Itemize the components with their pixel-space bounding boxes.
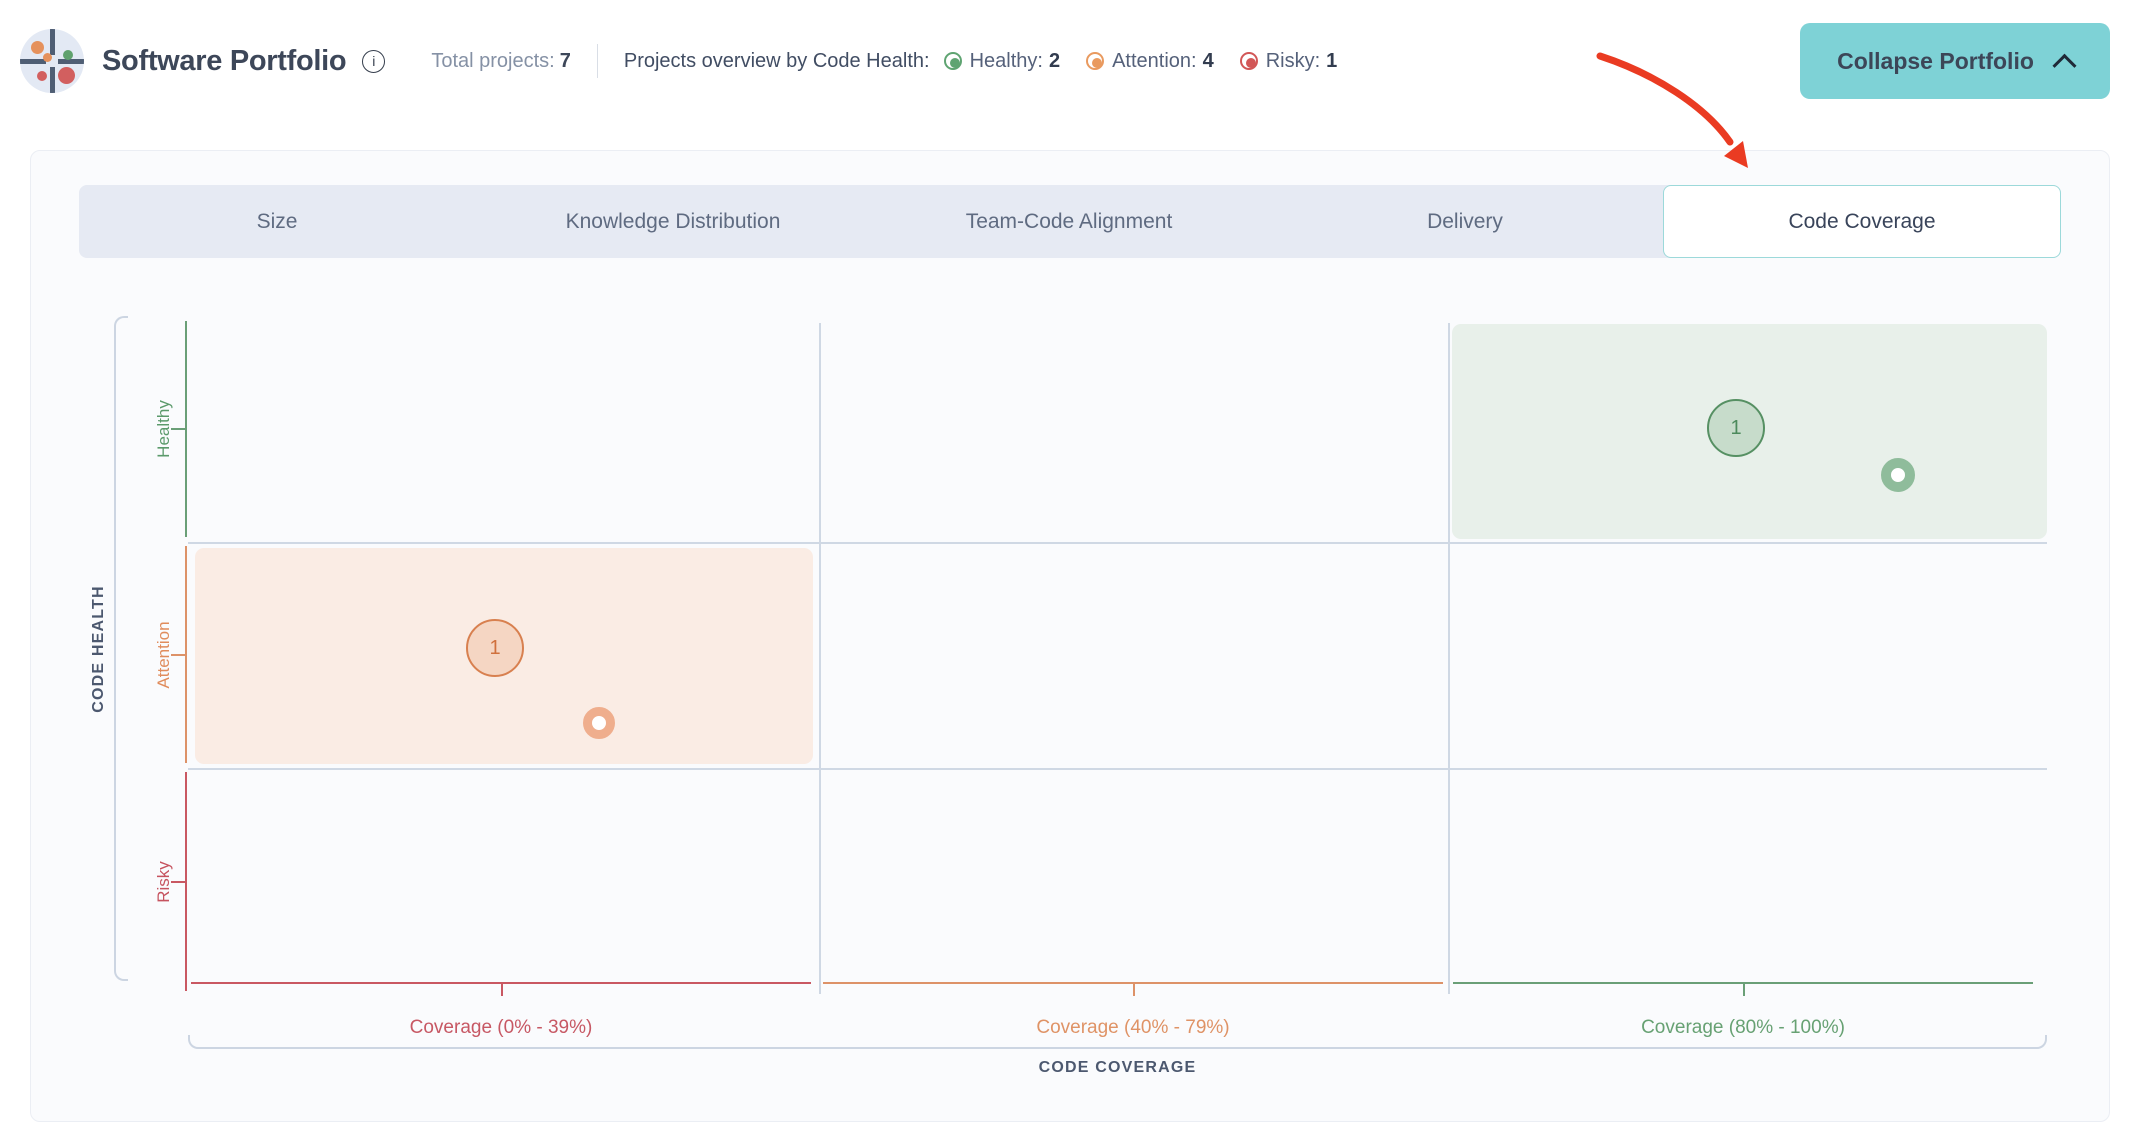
tab-size[interactable]: Size	[256, 209, 298, 233]
column-divider	[819, 323, 821, 994]
tab-code-coverage[interactable]: Code Coverage	[1663, 185, 2061, 258]
row-divider	[188, 542, 2047, 544]
x-tick-mid	[1133, 982, 1135, 996]
healthy-status-icon	[943, 52, 962, 70]
x-axis-bracket	[188, 1035, 2047, 1049]
badge-risky-value: 1	[1326, 49, 1338, 72]
badge-healthy-value: 2	[1048, 49, 1061, 72]
x-label-mid-coverage: Coverage (40% - 79%)	[1036, 1017, 1230, 1038]
x-tick-low	[501, 982, 503, 996]
tab-delivery[interactable]: Delivery	[1427, 209, 1503, 233]
risky-status-icon	[1239, 52, 1258, 70]
x-axis-title: CODE COVERAGE	[1038, 1059, 1197, 1076]
badge-attention-label: Attention:	[1112, 49, 1197, 72]
tab-team-code-alignment[interactable]: Team-Code Alignment	[965, 209, 1173, 233]
header-divider	[596, 44, 598, 78]
y-tick-risky	[171, 881, 185, 883]
overview-label: Projects overview by Code Health:	[623, 49, 930, 72]
cluster-bubble-attention[interactable]: 1	[466, 619, 524, 677]
donut-point-healthy[interactable]	[1881, 458, 1915, 492]
y-axis-segment-risky	[185, 772, 187, 991]
header: Software Portfolio i Total projects: 7 Pr…	[20, 20, 2110, 102]
cluster-bubble-healthy[interactable]: 1	[1707, 399, 1765, 457]
badge-healthy-label: Healthy:	[969, 49, 1043, 72]
donut-point-attention[interactable]	[583, 707, 615, 739]
code-coverage-matrix-chart: CODE HEALTH CODE COVERAGE Healthy Attent…	[31, 151, 2109, 1121]
collapse-portfolio-button[interactable]: Collapse Portfolio	[1800, 23, 2110, 99]
portfolio-card: Size Knowledge Distribution Team-Code Al…	[30, 150, 2110, 1122]
y-label-healthy: Healthy	[154, 400, 173, 458]
x-label-low-coverage: Coverage (0% - 39%)	[409, 1017, 593, 1038]
y-axis-bracket	[114, 316, 128, 981]
y-axis-title: CODE HEALTH	[90, 585, 107, 713]
tab-knowledge-distribution[interactable]: Knowledge Distribution	[565, 209, 781, 233]
badge-attention: Attention: 4	[1086, 50, 1214, 73]
total-projects-value: 7	[559, 49, 571, 72]
code-health-badges: Healthy: 2 Attention: 4 Risky: 1	[943, 49, 1338, 73]
y-tick-attention	[171, 654, 185, 656]
portfolio-logo-icon	[20, 29, 84, 93]
badge-risky: Risky: 1	[1239, 49, 1338, 73]
x-tick-high	[1743, 982, 1745, 996]
y-tick-healthy	[171, 428, 185, 430]
y-axis-segment-healthy	[185, 321, 187, 537]
attention-status-icon	[1086, 52, 1105, 70]
collapse-portfolio-label: Collapse Portfolio	[1837, 47, 2034, 74]
y-label-attention: Attention	[154, 621, 173, 689]
total-projects: Total projects: 7	[431, 50, 571, 73]
row-divider	[188, 768, 2047, 770]
view-tabbar: Size Knowledge Distribution Team-Code Al…	[79, 185, 2061, 258]
y-axis-segment-attention	[185, 546, 187, 763]
x-label-high-coverage: Coverage (80% - 100%)	[1641, 1017, 1845, 1038]
badge-attention-value: 4	[1202, 49, 1214, 72]
chevron-up-icon	[2052, 53, 2077, 78]
column-divider	[1448, 323, 1450, 994]
info-icon[interactable]: i	[362, 49, 386, 73]
total-projects-label: Total projects:	[431, 49, 555, 72]
badge-risky-label: Risky:	[1265, 49, 1321, 72]
y-label-risky: Risky	[154, 861, 173, 903]
page-title: Software Portfolio	[102, 44, 347, 77]
badge-healthy: Healthy: 2	[943, 49, 1061, 73]
